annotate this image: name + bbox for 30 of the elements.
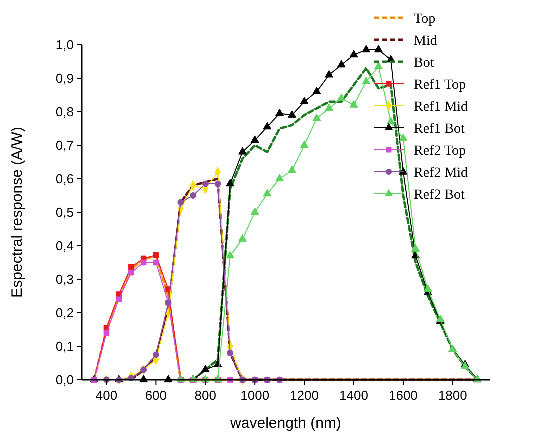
x-tick-label: 1400 — [340, 388, 368, 403]
legend-label: Mid — [414, 34, 438, 49]
x-axis-title: wavelength (nm) — [230, 415, 342, 432]
legend-label: Ref1 Mid — [414, 100, 468, 115]
x-tick-label: 800 — [194, 388, 216, 403]
y-tick-label: 0,2 — [56, 306, 74, 320]
x-tick-label: 400 — [96, 388, 118, 403]
y-tick-label: 0,7 — [56, 138, 74, 153]
legend-label: Top — [414, 12, 436, 27]
y-tick-label: 0,3 — [56, 272, 74, 287]
x-tick-label: 1600 — [388, 388, 418, 403]
y-tick-label: 1,0 — [56, 38, 74, 52]
y-tick-label: 0,0 — [56, 372, 74, 388]
legend-label: Ref1 Bot — [414, 122, 466, 137]
x-tick-label: 1000 — [240, 388, 270, 403]
y-tick-label: 0,9 — [56, 71, 74, 86]
legend-label: Ref2 Bot — [414, 188, 466, 203]
legend-label: Ref2 Mid — [414, 166, 468, 181]
legend-label: Ref1 Top — [414, 78, 466, 93]
y-tick-label: 0,5 — [56, 205, 74, 220]
x-tick-label: 1200 — [290, 388, 320, 403]
x-tick-label: 600 — [145, 388, 168, 403]
legend-label: Ref2 Top — [414, 144, 466, 159]
legend-label: Bot — [414, 56, 434, 71]
y-tick-label: 0,1 — [56, 339, 74, 354]
x-tick-label: 1800 — [438, 388, 468, 403]
y-tick-label: 0,6 — [56, 172, 74, 186]
y-axis-title: Espectral response (A/W) — [9, 127, 26, 298]
y-tick-label: 0,8 — [56, 104, 74, 120]
y-tick-label: 0,4 — [56, 238, 74, 254]
